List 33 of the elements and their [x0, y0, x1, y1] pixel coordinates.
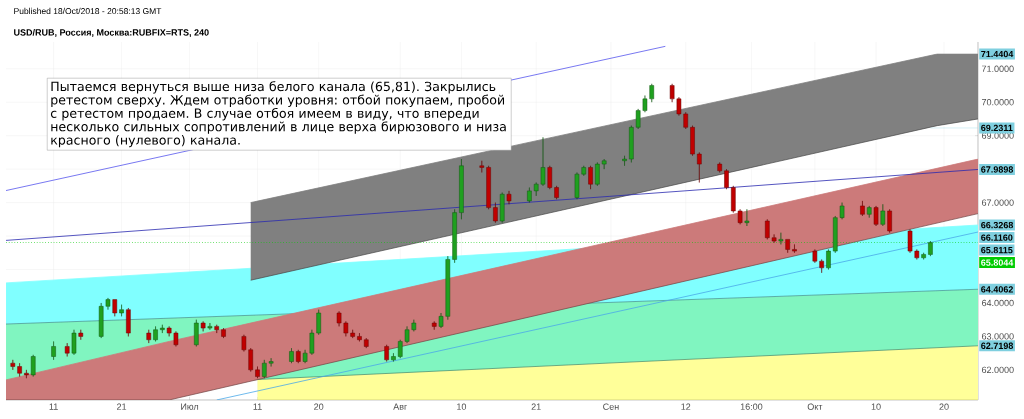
x-tick-label: 10	[457, 403, 467, 410]
annotation: 65.8044	[981, 259, 1014, 266]
x-tick-label: 20	[939, 403, 949, 410]
x-tick-label: 16:00	[740, 403, 763, 410]
annotation: 66.3268	[981, 221, 1014, 229]
x-tick-label: 10	[871, 403, 881, 410]
annotation: 66.1160	[981, 234, 1013, 241]
x-tick-label: 20	[314, 403, 324, 410]
annotation: 69.2311	[981, 124, 1013, 132]
y-tick-label: 62.0000	[981, 366, 1014, 374]
annotation: 67.9898	[981, 166, 1014, 173]
annotation: 64.4062	[981, 286, 1013, 293]
text: Published 18/Oct/2018 - 20:58:13 GMT	[14, 7, 162, 15]
y-tick-label: 67.0000	[981, 199, 1014, 206]
x-tick-label: Авг	[393, 403, 408, 410]
x-tick-label: Окт	[807, 403, 823, 410]
x-tick-label: 21	[531, 403, 541, 410]
annotation: 62.7198	[981, 342, 1014, 349]
annotation: 71.4404	[981, 50, 1014, 58]
y-tick-label: 69.0000	[981, 132, 1014, 139]
y-tick-label: 64.0000	[981, 299, 1014, 307]
y-tick-label: 70.0000	[981, 99, 1014, 106]
x-tick-label: Сен	[603, 403, 619, 410]
x-tick-label: 11	[253, 403, 262, 410]
annotation: Пытаемся вернуться выше низа белого канала (65,81). Закрылись ретестом сверху. Ждем отработки уровня: отбой покупаем, пробой с ретестом продаем. В случае отбоя имеем в виду, что впереди несколько сильных сопротивлений в лице верха бирюзового и низа красного (нулевого) канала.	[50, 81, 506, 148]
x-tick-label: 21	[117, 403, 127, 410]
x-tick-label: Июл	[181, 403, 199, 410]
ref-line-label: 65.8115	[981, 246, 1013, 254]
x-tick-label: 12	[681, 403, 691, 410]
y-tick-label: 71.0000	[981, 65, 1014, 72]
chart-title: USD/RUB, Россия, Москва:RUBFIX=RTS, 240	[14, 29, 209, 37]
y-tick-label: 63.0000	[981, 333, 1014, 340]
x-tick-label: 11	[49, 403, 58, 410]
